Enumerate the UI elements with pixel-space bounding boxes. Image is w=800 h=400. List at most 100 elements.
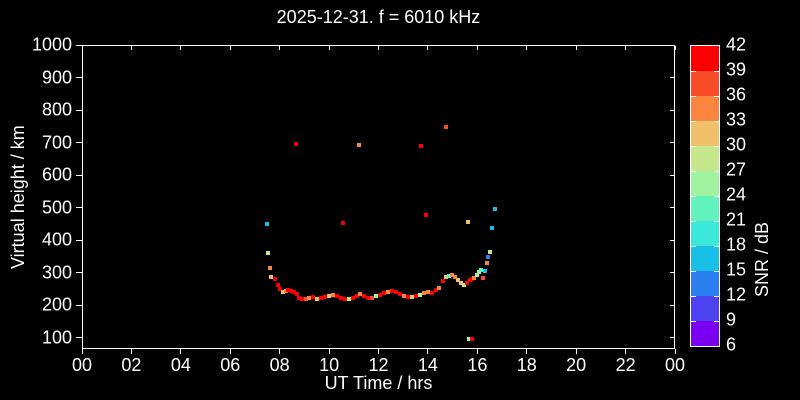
y-tick-mark-mirror — [670, 174, 674, 176]
x-tick-mark-mirror — [575, 46, 577, 50]
scatter-point — [296, 295, 301, 300]
y-tick-mark — [76, 272, 82, 274]
scatter-point — [453, 275, 458, 280]
x-tick-mark-mirror — [130, 46, 132, 50]
scatter-point — [459, 280, 464, 285]
y-tick-mark — [76, 207, 82, 209]
scatter-point — [449, 273, 454, 278]
colorbar-segment — [691, 121, 719, 146]
colorbar-tick-label: 30 — [726, 134, 747, 155]
scatter-point — [401, 293, 406, 298]
colorbar-segment — [691, 271, 719, 296]
scatter-point — [472, 276, 477, 281]
scatter-point — [394, 290, 399, 295]
colorbar-segment — [691, 321, 719, 346]
y-tick-label: 400 — [41, 229, 72, 250]
y-tick-mark-mirror — [670, 109, 674, 111]
scatter-point — [265, 222, 270, 226]
x-tick-label: 06 — [220, 355, 241, 375]
x-tick-mark — [229, 349, 231, 354]
colorbar-notch — [714, 146, 719, 147]
scatter-point — [464, 280, 469, 285]
scatter-point — [465, 220, 470, 225]
colorbar-notch — [714, 221, 719, 222]
scatter-point — [266, 250, 271, 255]
colorbar-notch — [714, 96, 719, 97]
colorbar-title-text: SNR / dB — [752, 221, 772, 297]
x-tick-label: 10 — [319, 355, 340, 375]
y-tick-mark — [76, 337, 82, 339]
scatter-point — [365, 295, 370, 300]
y-tick-label: 600 — [41, 164, 72, 185]
x-tick-mark-mirror — [674, 46, 676, 50]
scatter-point — [318, 295, 323, 300]
scatter-point — [370, 295, 375, 300]
y-tick-mark-mirror — [670, 44, 674, 46]
colorbar-tick-label: 18 — [726, 234, 747, 255]
scatter-point — [347, 296, 352, 301]
colorbar-tick-label: 27 — [726, 159, 747, 180]
colorbar-notch — [714, 71, 719, 72]
colorbar-segment — [691, 96, 719, 121]
scatter-point — [434, 288, 439, 293]
chart-title: 2025-12-31. f = 6010 kHz — [276, 7, 481, 27]
colorbar-notch — [714, 171, 719, 172]
scatter-point — [466, 336, 471, 341]
scatter-point — [334, 293, 339, 298]
colorbar-notch — [714, 271, 719, 272]
x-tick-mark — [427, 349, 429, 354]
scatter-point — [405, 294, 410, 299]
y-tick-label: 800 — [41, 99, 72, 120]
scatter-point — [437, 286, 442, 291]
scatter-point — [409, 294, 414, 299]
scatter-point — [286, 288, 291, 293]
x-tick-label: 14 — [417, 355, 438, 375]
x-tick-mark-mirror — [476, 46, 478, 50]
x-tick-mark — [378, 349, 379, 354]
colorbar-notch — [714, 196, 719, 197]
scatter-point — [479, 268, 484, 273]
x-tick-mark — [674, 349, 676, 354]
scatter-point — [423, 212, 428, 217]
colorbar-tick-label: 24 — [726, 184, 747, 205]
x-tick-mark — [625, 349, 627, 354]
colorbar-notch — [714, 321, 719, 322]
x-tick-mark-mirror — [279, 46, 281, 50]
scatter-point — [314, 296, 319, 301]
x-tick-mark — [476, 349, 478, 354]
x-tick-label: 18 — [516, 355, 537, 375]
x-tick-mark-mirror — [625, 46, 627, 50]
scatter-point — [361, 293, 366, 298]
scatter-point — [469, 336, 474, 341]
scatter-point — [280, 290, 285, 295]
y-tick-mark — [76, 174, 82, 176]
y-axis-title: Virtual height / km — [8, 97, 29, 297]
x-tick-mark — [279, 349, 281, 354]
colorbar-notch — [691, 121, 696, 122]
x-tick-label: 02 — [121, 355, 142, 375]
x-tick-mark-mirror — [328, 46, 330, 50]
scatter-point — [311, 294, 316, 299]
x-tick-mark-mirror — [180, 46, 182, 50]
scatter-point — [357, 291, 362, 296]
y-tick-mark-mirror — [670, 239, 674, 241]
scatter-point — [414, 293, 419, 298]
scatter-point — [429, 291, 434, 296]
y-tick-label: 300 — [41, 262, 72, 283]
scatter-point — [355, 293, 359, 298]
x-tick-mark — [526, 349, 528, 354]
colorbar-notch — [691, 246, 696, 247]
scatter-point — [456, 277, 461, 282]
colorbar-notch — [691, 221, 696, 222]
colorbar-segment — [691, 146, 719, 171]
scatter-point — [322, 294, 327, 299]
x-tick-mark — [130, 349, 132, 354]
scatter-point — [443, 275, 448, 280]
scatter-point — [289, 289, 294, 294]
x-tick-mark-mirror — [81, 46, 83, 50]
colorbar-notch — [691, 271, 696, 272]
colorbar-notch — [691, 321, 696, 322]
scatter-point — [484, 261, 489, 266]
scatter-point — [294, 291, 299, 296]
x-tick-mark-mirror — [378, 46, 379, 50]
